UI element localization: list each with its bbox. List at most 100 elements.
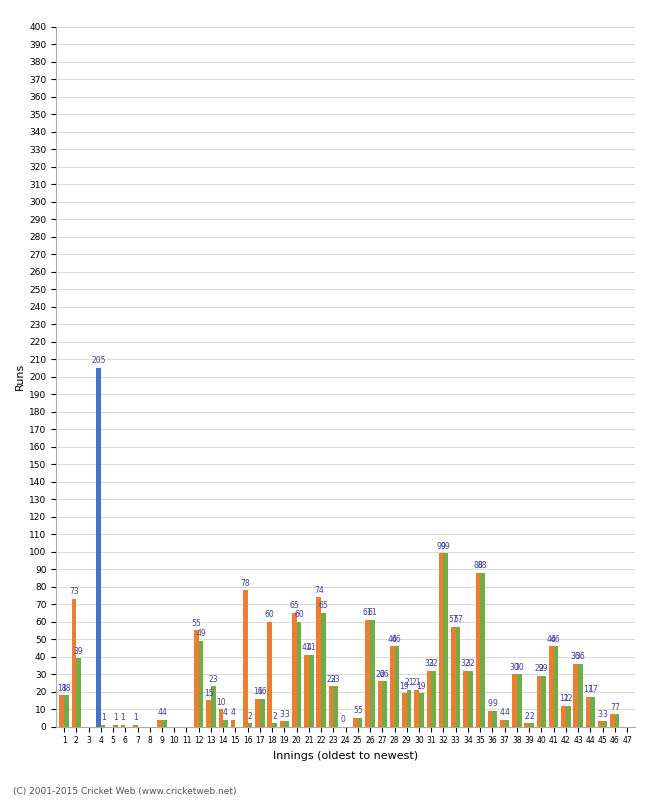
- Bar: [133, 725, 138, 726]
- Bar: [304, 655, 309, 726]
- Text: 73: 73: [69, 587, 79, 596]
- Text: 9: 9: [488, 699, 493, 708]
- Bar: [272, 723, 277, 726]
- Text: 32: 32: [465, 659, 475, 668]
- Bar: [554, 646, 558, 726]
- Text: 16: 16: [253, 687, 263, 696]
- Bar: [402, 694, 407, 726]
- Bar: [500, 720, 504, 726]
- Text: 32: 32: [461, 659, 471, 668]
- Bar: [493, 711, 497, 726]
- Bar: [223, 720, 228, 726]
- Text: 4: 4: [500, 708, 505, 717]
- Text: 1: 1: [113, 714, 118, 722]
- Text: 78: 78: [240, 578, 250, 587]
- Text: 39: 39: [74, 647, 84, 656]
- Text: 17: 17: [583, 686, 593, 694]
- Text: 30: 30: [510, 662, 519, 671]
- Bar: [292, 613, 296, 726]
- Text: 3: 3: [284, 710, 289, 719]
- Bar: [285, 722, 289, 726]
- Bar: [59, 695, 64, 726]
- Text: 2: 2: [272, 711, 277, 721]
- Bar: [395, 646, 399, 726]
- Bar: [121, 725, 125, 726]
- Text: 57: 57: [453, 615, 463, 624]
- Bar: [206, 701, 211, 726]
- Bar: [255, 698, 260, 726]
- Bar: [578, 664, 583, 726]
- Bar: [296, 622, 301, 726]
- Bar: [476, 573, 480, 726]
- Text: 17: 17: [588, 686, 597, 694]
- Bar: [615, 714, 619, 726]
- Bar: [561, 706, 566, 726]
- Text: 2: 2: [525, 711, 529, 721]
- Bar: [573, 664, 578, 726]
- Bar: [390, 646, 395, 726]
- Text: 55: 55: [192, 619, 202, 628]
- Text: 26: 26: [380, 670, 389, 678]
- Text: 88: 88: [473, 561, 482, 570]
- Text: 23: 23: [209, 675, 218, 684]
- Bar: [64, 695, 69, 726]
- Text: 5: 5: [358, 706, 363, 715]
- Bar: [439, 554, 443, 726]
- Bar: [549, 646, 554, 726]
- Bar: [260, 698, 265, 726]
- Bar: [218, 710, 223, 726]
- Bar: [101, 725, 105, 726]
- Bar: [590, 697, 595, 726]
- Text: 16: 16: [257, 687, 267, 696]
- Text: (C) 2001-2015 Cricket Web (www.cricketweb.net): (C) 2001-2015 Cricket Web (www.cricketwe…: [13, 786, 237, 795]
- Text: 23: 23: [331, 675, 341, 684]
- Text: 60: 60: [294, 610, 304, 619]
- Text: 36: 36: [575, 652, 585, 661]
- Bar: [248, 723, 252, 726]
- Text: 3: 3: [280, 710, 285, 719]
- Text: 32: 32: [424, 659, 434, 668]
- Text: 46: 46: [551, 634, 561, 643]
- Text: 7: 7: [615, 703, 619, 712]
- Bar: [231, 720, 235, 726]
- Bar: [517, 674, 521, 726]
- Text: 29: 29: [539, 664, 549, 674]
- Text: 4: 4: [231, 708, 235, 717]
- Bar: [603, 722, 607, 726]
- Text: 2: 2: [529, 711, 534, 721]
- Bar: [586, 697, 590, 726]
- Bar: [529, 723, 534, 726]
- Text: 3: 3: [603, 710, 607, 719]
- Text: 12: 12: [559, 694, 568, 703]
- Text: 4: 4: [504, 708, 510, 717]
- Text: 41: 41: [302, 643, 311, 652]
- Text: 21: 21: [412, 678, 421, 687]
- Bar: [333, 686, 338, 726]
- Text: 205: 205: [91, 356, 106, 366]
- Text: 19: 19: [400, 682, 410, 691]
- Bar: [480, 573, 485, 726]
- Text: 1: 1: [101, 714, 105, 722]
- Bar: [280, 722, 285, 726]
- Bar: [463, 670, 468, 726]
- X-axis label: Innings (oldest to newest): Innings (oldest to newest): [273, 751, 418, 761]
- Bar: [162, 720, 166, 726]
- Bar: [268, 622, 272, 726]
- Text: 49: 49: [196, 630, 206, 638]
- Text: 18: 18: [62, 683, 71, 693]
- Text: 12: 12: [564, 694, 573, 703]
- Bar: [512, 674, 517, 726]
- Text: 1: 1: [121, 714, 125, 722]
- Text: 18: 18: [57, 683, 66, 693]
- Bar: [309, 655, 313, 726]
- Text: 29: 29: [534, 664, 544, 674]
- Y-axis label: Runs: Runs: [15, 363, 25, 390]
- Bar: [610, 714, 615, 726]
- Bar: [488, 711, 493, 726]
- Text: 9: 9: [492, 699, 497, 708]
- Bar: [456, 627, 460, 726]
- Bar: [317, 597, 321, 726]
- Text: 21: 21: [404, 678, 414, 687]
- Bar: [407, 690, 411, 726]
- Text: 3: 3: [598, 710, 603, 719]
